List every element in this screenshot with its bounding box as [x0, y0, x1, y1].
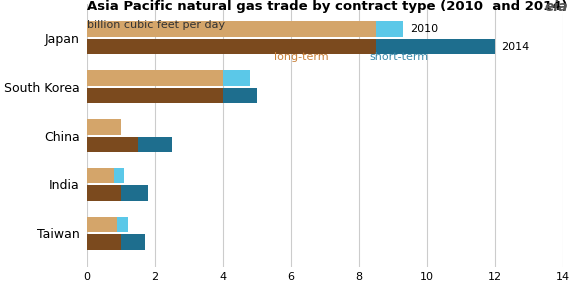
Bar — [87, 217, 118, 232]
Bar — [121, 185, 148, 201]
Text: short-term: short-term — [369, 52, 428, 62]
Bar — [87, 136, 138, 152]
Text: 2014: 2014 — [502, 42, 530, 52]
Text: Asia Pacific natural gas trade by contract type (2010  and 2014): Asia Pacific natural gas trade by contra… — [87, 0, 568, 13]
Text: 2010: 2010 — [410, 24, 438, 34]
Bar — [138, 136, 172, 152]
Bar — [121, 234, 145, 250]
Text: billion cubic feet per day: billion cubic feet per day — [87, 20, 225, 30]
Bar — [376, 39, 495, 54]
Bar — [87, 88, 223, 103]
Bar — [87, 21, 376, 37]
Bar — [87, 168, 114, 183]
Bar — [87, 185, 121, 201]
Bar — [114, 168, 124, 183]
Bar — [87, 39, 376, 54]
Bar — [118, 217, 127, 232]
Bar — [87, 119, 121, 135]
Text: eia: eia — [545, 0, 568, 14]
Bar — [87, 70, 223, 86]
Bar — [376, 21, 403, 37]
Bar — [87, 234, 121, 250]
Bar — [223, 88, 257, 103]
Bar — [223, 70, 250, 86]
Text: long-term: long-term — [274, 52, 328, 62]
